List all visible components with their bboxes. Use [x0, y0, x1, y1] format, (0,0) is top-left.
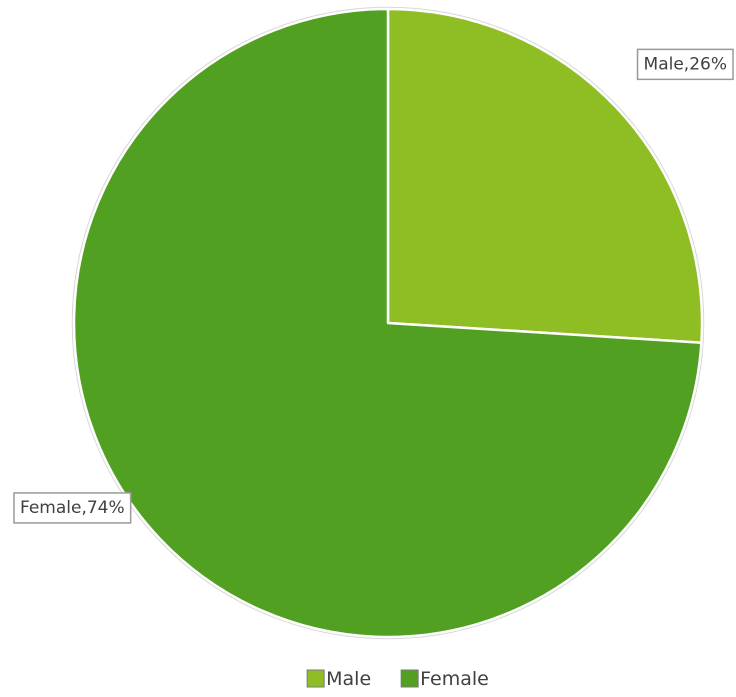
pie-outline	[71, 6, 705, 640]
legend-item-male[interactable]: Male	[306, 668, 371, 690]
data-label-text-female: Female,74%	[20, 498, 125, 518]
data-label-box-male	[636, 48, 734, 81]
pie-slice-male[interactable]	[386, 7, 704, 344]
pie-slices	[71, 6, 705, 640]
data-label-male: Male,26%	[636, 48, 734, 81]
pie-slice-female[interactable]	[72, 7, 703, 639]
legend-swatch-male	[306, 669, 325, 688]
data-label-female: Female,74%	[13, 492, 132, 524]
data-label-box-female	[13, 492, 132, 524]
pie-data-labels: Male,26% Female,74%	[13, 48, 734, 524]
chart-legend: Male Female	[306, 668, 489, 690]
legend-swatch-female	[400, 669, 419, 688]
legend-label-female: Female	[420, 668, 489, 690]
data-label-text-male: Male,26%	[644, 54, 727, 74]
legend-label-male: Male	[326, 668, 371, 690]
legend-item-female[interactable]: Female	[400, 668, 489, 690]
